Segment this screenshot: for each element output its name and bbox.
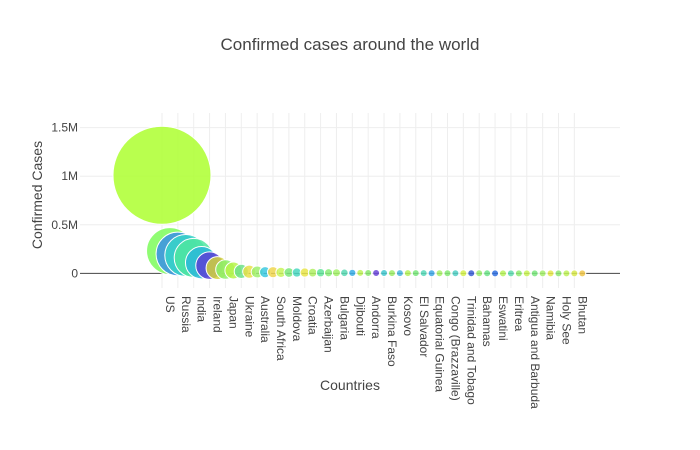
y-axis-title: Confirmed Cases (29, 141, 45, 249)
bubble-point (419, 269, 428, 278)
bubble-point (538, 269, 547, 278)
bubble-point (514, 269, 523, 278)
bubble-point (364, 268, 373, 277)
x-tick-label: Croatia (306, 296, 320, 335)
bubble-point (348, 268, 357, 277)
y-tick-label: 1.5M (51, 121, 78, 135)
x-tick-label: Antigua and Barbuda (528, 296, 542, 409)
bubble-point (395, 269, 404, 278)
x-tick-label: Holy See (560, 296, 574, 345)
x-tick-label: El Salvador (417, 296, 431, 357)
bubble-point (331, 268, 341, 278)
bubble-point (522, 269, 531, 278)
bubble-point (491, 269, 500, 278)
bubble-point (380, 269, 389, 278)
x-tick-label: Trinidad and Tobago (464, 296, 478, 405)
x-tick-label: India (195, 296, 209, 322)
bubble-point (459, 269, 468, 278)
bubble-point (307, 267, 318, 278)
bubble-point (411, 269, 420, 278)
x-tick-label: Namibia (544, 296, 558, 340)
x-tick-label: Eritrea (512, 296, 526, 332)
chart-title: Confirmed cases around the world (221, 35, 480, 54)
x-tick-label: Bulgaria (337, 296, 351, 340)
bubble-point (506, 269, 515, 278)
bubble-point (451, 269, 460, 278)
y-axis-ticks: 0 0.5M 1M 1.5M (51, 121, 78, 281)
bubble-point (340, 268, 349, 278)
x-tick-label: Moldova (290, 296, 304, 342)
y-tick-label: 0.5M (51, 218, 78, 232)
y-tick-label: 1M (61, 169, 78, 183)
bubble-point (578, 269, 587, 278)
bubbles (112, 125, 587, 281)
x-tick-label: Ukraine (242, 296, 256, 338)
bubble-point (315, 267, 326, 278)
bubble-point (372, 269, 381, 278)
x-tick-label: Burkina Faso (385, 296, 399, 367)
x-tick-label: Eswatini (496, 296, 510, 341)
bubble-point (403, 269, 412, 278)
bubble-point (435, 269, 444, 278)
x-tick-label: South Africa (274, 296, 288, 361)
x-tick-label: Bahamas (480, 296, 494, 347)
x-tick-label: Andorra (369, 296, 383, 339)
x-tick-label: Ireland (211, 296, 225, 333)
x-axis-title: Countries (320, 377, 380, 393)
bubble-point (387, 269, 396, 278)
bubble-point (546, 269, 555, 278)
bubble-point (112, 125, 212, 225)
x-tick-label: US (163, 296, 177, 313)
bubble-point (483, 269, 492, 278)
bubble-point (475, 269, 484, 278)
x-tick-label: Congo (Brazzaville) (448, 296, 462, 401)
bubble-point (443, 269, 452, 278)
x-tick-label: Bhutan (575, 296, 589, 334)
bubble-point (554, 269, 563, 278)
bubble-point (530, 269, 539, 278)
x-tick-label: Russia (179, 296, 193, 333)
x-tick-label: Australia (258, 296, 272, 343)
bubble-point (562, 269, 571, 278)
x-tick-label: Azerbaijan (322, 296, 336, 353)
x-tick-label: Djibouti (353, 296, 367, 336)
bubble-point (570, 269, 579, 278)
bubble-point (356, 268, 365, 277)
bubble-point (427, 269, 436, 278)
bubble-point (498, 269, 507, 278)
x-tick-label: Japan (226, 296, 240, 329)
x-tick-label: Kosovo (401, 296, 415, 336)
x-axis-ticks: US Russia India Ireland Japan Ukraine Australi… (163, 296, 589, 409)
bubble-point (467, 269, 476, 278)
y-tick-label: 0 (71, 266, 78, 280)
x-tick-label: Equatorial Guinea (433, 296, 447, 392)
bubble-point (323, 268, 334, 278)
